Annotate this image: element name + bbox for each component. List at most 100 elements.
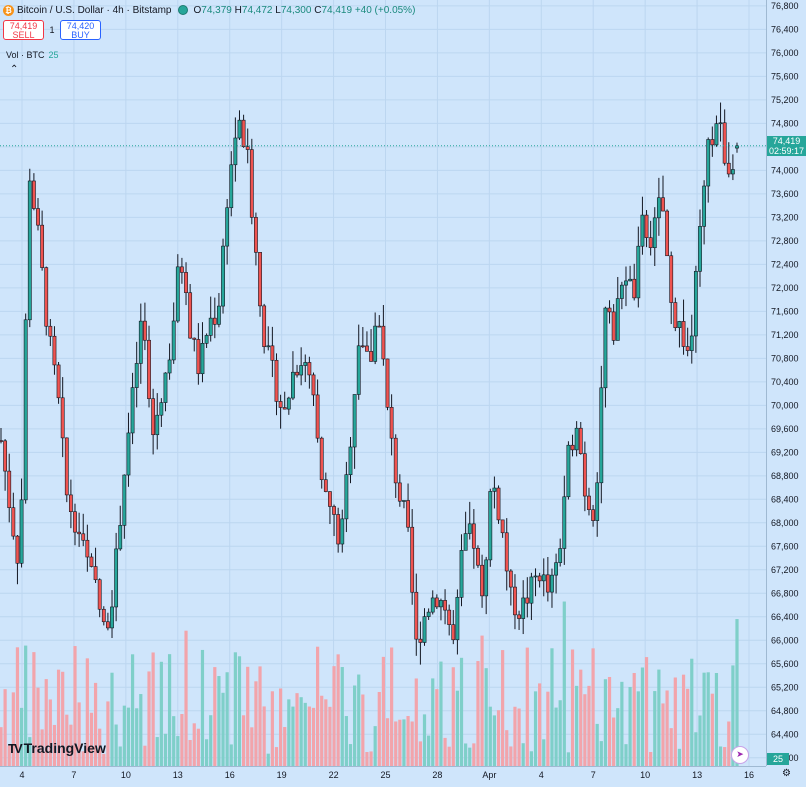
candle-body [484, 559, 489, 597]
candle-body [492, 487, 497, 492]
volume-bar [406, 716, 410, 766]
candle-body [480, 564, 484, 597]
tradingview-logo[interactable]: TV TradingView [8, 740, 106, 756]
sell-button[interactable]: 74,419 SELL [3, 20, 44, 40]
candle-body [443, 600, 447, 611]
candle-body [134, 363, 139, 388]
volume-bar [200, 649, 205, 766]
candle [533, 568, 538, 597]
candle-body [607, 307, 612, 313]
volume-bar [377, 691, 381, 766]
candle-body [369, 351, 373, 362]
candle-body [77, 531, 82, 535]
volume-bar [439, 661, 443, 766]
candle-body [418, 638, 423, 643]
volume-bar [414, 678, 418, 766]
candle-body [126, 432, 131, 476]
volume-value: 25 [48, 50, 59, 60]
candle [418, 621, 423, 665]
candle [81, 513, 86, 547]
candle-body [188, 292, 193, 339]
candle [558, 538, 563, 567]
candle [636, 226, 641, 308]
volume-bar [369, 751, 373, 766]
candle-body [537, 575, 542, 582]
candle [632, 263, 637, 301]
candle [188, 284, 193, 339]
candle-body [323, 479, 328, 492]
price-tick-label: 66,000 [771, 635, 799, 645]
candle-body [513, 586, 517, 616]
volume-bar [554, 707, 558, 766]
volume-bar [188, 740, 192, 766]
candle [315, 379, 320, 443]
candle-body [669, 255, 674, 303]
candle [726, 142, 731, 178]
candle [451, 610, 456, 645]
price-axis[interactable]: 76,800 76,400 76,000 75,600 75,200 74,800 74,4… [766, 0, 806, 766]
candle [517, 610, 521, 630]
symbol-title[interactable]: Bitcoin / U.S. Dollar · 4h · Bitstamp [17, 4, 172, 16]
candle-body [615, 298, 620, 341]
time-tick-label: 7 [71, 770, 76, 780]
last-price: 74,419 [772, 135, 801, 146]
candle-body [640, 214, 645, 247]
last-price-tag: 74,419 02:59:17 [767, 135, 806, 156]
go-to-realtime-icon[interactable]: ➤ [731, 746, 749, 764]
volume-bar [65, 714, 69, 766]
time-tick-label: 4 [19, 770, 24, 780]
settings-icon[interactable]: ⚙ [782, 768, 791, 779]
candle [60, 377, 65, 458]
candle [529, 572, 534, 621]
candle [619, 281, 624, 310]
candle [48, 318, 53, 347]
candle [249, 138, 254, 225]
price-tick-label: 75,600 [771, 71, 799, 81]
candle [270, 326, 275, 378]
price-tick-label: 72,000 [771, 283, 799, 293]
volume-legend[interactable]: Vol · BTC 25 [6, 50, 59, 60]
candle-body [582, 453, 587, 497]
candle [508, 569, 513, 606]
buy-button[interactable]: 74,420 BUY [60, 20, 101, 40]
volume-bar [669, 728, 673, 766]
volume-bar [40, 729, 44, 766]
volume-bar [595, 723, 599, 766]
candle [467, 501, 472, 540]
candle [669, 251, 674, 325]
candle [122, 474, 127, 539]
volume-bar [505, 730, 509, 766]
candle-body [307, 362, 312, 376]
candle [295, 364, 299, 378]
candlestick-chart[interactable] [0, 0, 766, 766]
candle-body [385, 358, 390, 408]
time-tick-label: 22 [329, 770, 339, 780]
volume-bar [336, 654, 340, 766]
volume-bar [443, 737, 447, 766]
time-axis[interactable]: 4 7 10 13 16 19 22 25 28 Apr 4 7 10 13 16 [0, 766, 766, 782]
candle [521, 580, 526, 635]
candle [710, 126, 715, 157]
volume-bar [464, 743, 468, 766]
volume-bar [303, 702, 307, 766]
candle [332, 504, 336, 537]
volume-bar [324, 699, 328, 766]
candle [282, 391, 287, 410]
volume-bar [661, 703, 665, 766]
volume-bar [143, 745, 147, 766]
close-value: 74,419 [321, 4, 353, 16]
price-tick-label: 66,800 [771, 588, 799, 598]
price-tick-label: 68,800 [771, 471, 799, 481]
candle [241, 114, 246, 148]
candle-body [217, 305, 221, 325]
chart-plot-area[interactable] [0, 0, 766, 766]
candle-body [138, 320, 143, 364]
volume-bar [61, 671, 65, 766]
candle-body [451, 624, 456, 641]
collapse-legend-icon[interactable]: ⌃ [10, 64, 19, 75]
volume-bar [311, 707, 316, 766]
candle [693, 265, 698, 353]
candle-body [266, 345, 271, 348]
volume-bar [727, 721, 731, 766]
candle-body [636, 245, 641, 299]
